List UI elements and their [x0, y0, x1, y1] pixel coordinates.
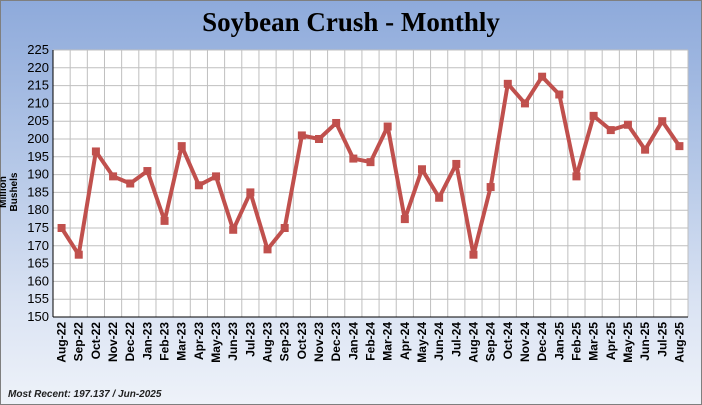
x-tick-label: Mar-25 — [587, 322, 601, 361]
x-tick-label: Aug-25 — [672, 322, 686, 363]
y-tick-label: 205 — [27, 113, 49, 128]
data-point — [74, 250, 83, 259]
x-tick-label: Nov-24 — [518, 322, 532, 362]
data-point — [606, 126, 615, 135]
plot-area — [53, 50, 688, 317]
x-tick-label: Oct-24 — [501, 322, 515, 360]
data-point — [520, 99, 529, 108]
data-point — [332, 118, 341, 127]
data-point — [452, 159, 461, 168]
data-point — [400, 215, 409, 224]
x-tick-label: Sep-24 — [484, 322, 498, 362]
x-tick-label: Jun-24 — [432, 322, 446, 361]
x-tick-label: May-25 — [621, 322, 635, 363]
data-point — [280, 224, 289, 232]
data-point — [297, 131, 306, 140]
data-point — [435, 193, 444, 202]
data-point — [572, 172, 581, 181]
data-point — [589, 111, 598, 120]
x-tick-label: Jun-23 — [226, 322, 240, 361]
x-tick-label: Nov-23 — [312, 322, 326, 362]
y-tick-label: 225 — [27, 42, 49, 57]
x-tick-label: Feb-24 — [364, 322, 378, 361]
data-point — [160, 216, 169, 225]
y-tick-label: 195 — [27, 149, 49, 164]
x-tick-label: Jan-25 — [552, 322, 566, 360]
data-point — [143, 167, 152, 176]
data-point — [469, 250, 478, 259]
data-point — [417, 165, 426, 174]
y-tick-label: 215 — [27, 78, 49, 93]
x-tick-label: Oct-22 — [89, 322, 103, 360]
x-tick-label: Apr-23 — [192, 322, 206, 360]
y-tick-label: 150 — [27, 309, 49, 324]
y-tick-label: 185 — [27, 184, 49, 199]
x-tick-label: Apr-24 — [398, 322, 412, 360]
y-tick-label: 165 — [27, 256, 49, 271]
x-tick-label: Feb-23 — [158, 322, 172, 361]
x-tick-label: May-24 — [415, 322, 429, 363]
data-point — [366, 158, 375, 167]
x-tick-label: Aug-24 — [466, 322, 480, 363]
x-tick-label: Oct-23 — [295, 322, 309, 360]
x-tick-label: Apr-25 — [604, 322, 618, 360]
data-point — [315, 135, 324, 143]
x-tick-label: Jan-24 — [346, 322, 360, 360]
x-tick-label: Jan-23 — [140, 322, 154, 360]
data-point — [91, 147, 100, 156]
y-tick-label: 170 — [27, 238, 49, 253]
y-tick-label: 220 — [27, 60, 49, 75]
x-tick-label: May-23 — [209, 322, 223, 363]
x-tick-label: Mar-23 — [175, 322, 189, 361]
data-point — [194, 181, 203, 190]
data-point — [177, 142, 186, 151]
y-tick-label: 200 — [27, 131, 49, 146]
y-tick-label: 160 — [27, 273, 49, 288]
x-tick-label: Dec-24 — [535, 322, 549, 362]
x-tick-label: Dec-22 — [123, 322, 137, 362]
data-point — [675, 142, 684, 151]
data-point — [641, 145, 650, 154]
x-tick-label: Mar-24 — [381, 322, 395, 361]
y-tick-label: 175 — [27, 220, 49, 235]
data-point — [263, 245, 272, 254]
data-point — [383, 122, 392, 131]
x-tick-label: Jul-23 — [243, 322, 257, 357]
y-tick-label: 155 — [27, 291, 49, 306]
x-tick-label: Sep-23 — [278, 322, 292, 362]
chart-title: Soybean Crush - Monthly — [202, 7, 500, 37]
data-point — [658, 117, 667, 126]
x-tick-label: Aug-22 — [55, 322, 69, 363]
y-tick-label: 190 — [27, 167, 49, 182]
x-tick-label: Feb-25 — [569, 322, 583, 361]
data-point — [486, 183, 495, 192]
data-point — [229, 225, 238, 234]
x-tick-label: Jul-25 — [655, 322, 669, 357]
most-recent-note: Most Recent: 197.137 / Jun-2025 — [8, 389, 162, 400]
data-point — [246, 188, 255, 197]
data-point — [538, 72, 547, 81]
x-tick-label: Nov-22 — [106, 322, 120, 362]
data-point — [503, 79, 512, 88]
data-point — [109, 172, 118, 181]
x-tick-label: Jul-24 — [449, 322, 463, 357]
x-tick-label: Aug-23 — [261, 322, 275, 363]
data-point — [212, 172, 221, 181]
x-tick-label: Sep-22 — [72, 322, 86, 362]
x-tick-label: Jun-25 — [638, 322, 652, 361]
data-point — [555, 90, 564, 99]
x-tick-label: Dec-23 — [329, 322, 343, 362]
data-point — [349, 154, 358, 163]
y-tick-label: 210 — [27, 95, 49, 110]
y-tick-label: 180 — [27, 202, 49, 217]
data-point — [57, 224, 66, 232]
data-point — [623, 120, 632, 129]
data-point — [126, 179, 135, 188]
